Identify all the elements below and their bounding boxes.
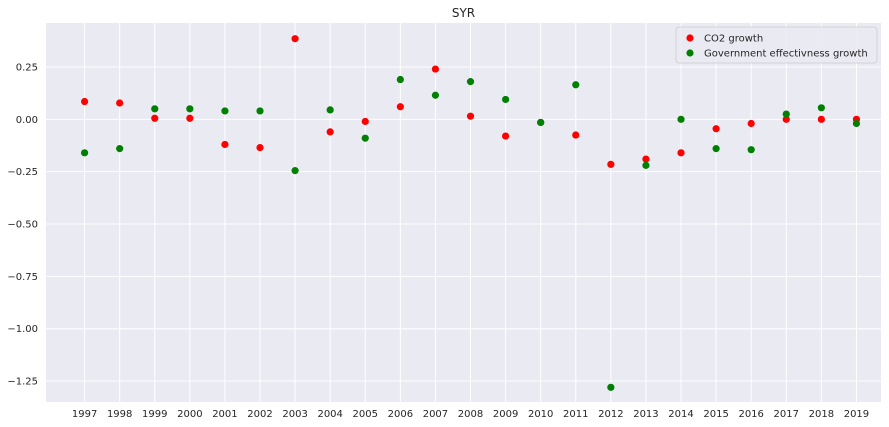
data-point <box>326 128 334 136</box>
x-tick-label: 2013 <box>633 409 658 420</box>
x-tick-label: 2016 <box>738 409 763 420</box>
x-tick-label: 2014 <box>668 409 693 420</box>
data-point <box>502 132 510 140</box>
y-tick-label: 0.25 <box>16 62 38 73</box>
data-point <box>80 97 89 106</box>
x-tick-label: 1999 <box>142 409 167 420</box>
data-point <box>607 383 615 391</box>
data-point <box>221 140 229 149</box>
x-tick-label: 2008 <box>458 409 483 420</box>
data-point <box>572 81 580 89</box>
data-point <box>431 65 440 73</box>
data-point <box>712 145 720 153</box>
data-point <box>116 99 124 107</box>
data-point <box>221 107 229 115</box>
data-point <box>642 161 650 169</box>
plot-area <box>46 23 881 402</box>
data-point <box>151 114 159 122</box>
x-tick-label: 2015 <box>703 409 728 420</box>
grid-lines <box>46 23 881 402</box>
x-tick-label: 2003 <box>282 409 307 420</box>
y-tick-label: −1.25 <box>7 377 38 388</box>
data-point <box>80 149 89 157</box>
data-point <box>537 118 545 127</box>
x-tick-label: 2005 <box>353 409 378 420</box>
x-tick-label: 2010 <box>528 409 553 420</box>
data-point <box>361 117 369 126</box>
data-point <box>291 35 299 43</box>
data-point <box>852 119 861 128</box>
data-points <box>80 35 861 391</box>
legend-marker <box>686 49 694 57</box>
y-axis-ticks: −1.25 −1.00 −0.75 −0.50 −0.25 0.00 0.25 <box>7 62 38 387</box>
x-tick-label: 2007 <box>423 409 448 420</box>
data-point <box>502 95 510 104</box>
data-point <box>607 160 615 168</box>
legend: CO2 growth Government effectivness growth <box>675 26 878 64</box>
x-tick-label: 2017 <box>774 409 799 420</box>
data-point <box>782 110 790 118</box>
series-1-points <box>80 35 861 168</box>
x-tick-label: 2018 <box>809 409 834 420</box>
data-point <box>256 107 264 115</box>
legend-label: CO2 growth <box>704 34 763 45</box>
x-tick-label: 2012 <box>598 409 623 420</box>
data-point <box>642 155 650 163</box>
series-2-points <box>80 75 861 391</box>
data-point <box>572 131 580 139</box>
y-tick-label: 0.00 <box>16 115 38 126</box>
x-tick-label: 2009 <box>493 409 518 420</box>
legend-marker <box>686 34 694 42</box>
data-point <box>116 145 124 153</box>
data-point <box>326 106 334 114</box>
data-point <box>782 115 790 123</box>
x-tick-label: 2006 <box>388 409 413 420</box>
x-tick-label: 2004 <box>317 409 342 420</box>
data-point <box>677 115 685 123</box>
data-point <box>466 78 475 86</box>
x-tick-label: 2011 <box>563 409 588 420</box>
data-point <box>817 115 825 123</box>
x-tick-label: 2002 <box>247 409 272 420</box>
data-point <box>747 119 755 128</box>
y-tick-label: −1.00 <box>7 324 38 335</box>
chart-title: SYR <box>452 6 475 20</box>
data-point <box>396 75 404 84</box>
data-point <box>186 114 194 122</box>
x-tick-label: 1998 <box>107 409 132 420</box>
y-tick-label: −0.50 <box>7 220 38 231</box>
data-point <box>431 91 440 99</box>
data-point <box>396 103 404 111</box>
x-tick-label: 2001 <box>212 409 237 420</box>
x-tick-label: 1997 <box>72 409 97 420</box>
x-tick-label: 2000 <box>177 409 202 420</box>
data-point <box>291 167 299 175</box>
data-point <box>747 146 755 154</box>
x-tick-label: 2019 <box>844 409 869 420</box>
data-point <box>151 105 159 113</box>
data-point <box>712 125 720 133</box>
x-axis-ticks: 1997 1998 1999 2000 2001 2002 2003 2004 2005 2006… <box>72 409 869 420</box>
y-tick-label: −0.25 <box>7 167 38 178</box>
y-tick-label: −0.75 <box>7 272 38 283</box>
data-point <box>466 112 475 120</box>
legend-label: Government effectivness growth <box>704 49 868 60</box>
legend-box <box>675 26 878 64</box>
data-point <box>817 104 825 112</box>
data-point <box>186 105 194 113</box>
data-point <box>256 143 264 152</box>
data-point <box>361 134 369 142</box>
data-point <box>677 149 685 157</box>
